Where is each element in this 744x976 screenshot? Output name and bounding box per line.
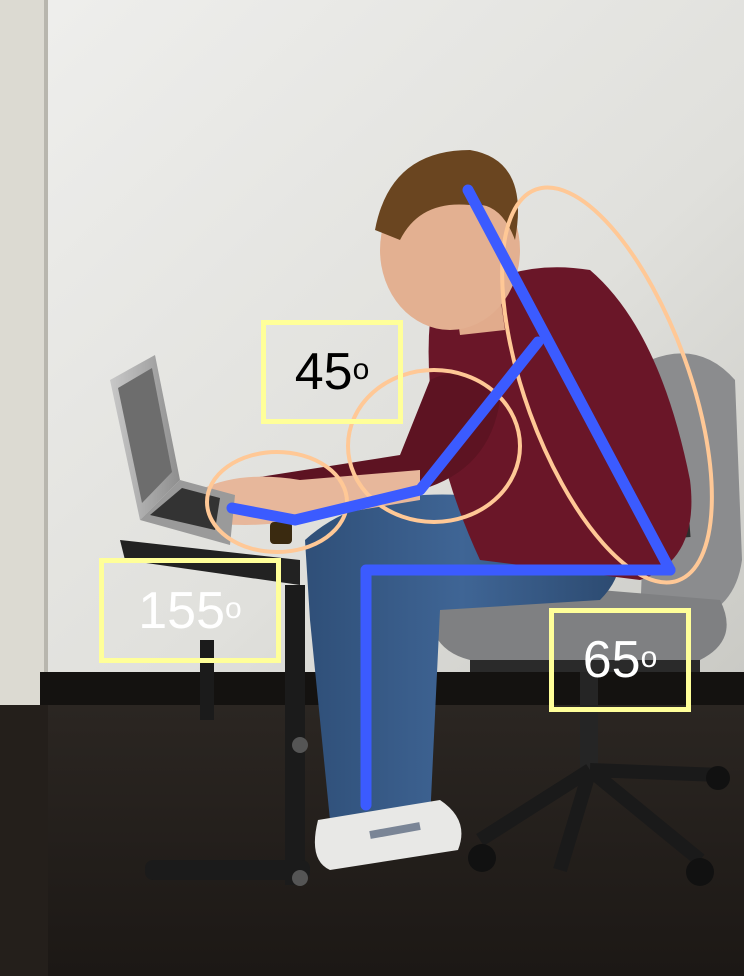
shoulder-angle-label: 45 o — [261, 320, 403, 424]
hip-angle-value: 65 — [582, 631, 641, 689]
door-frame — [0, 0, 48, 720]
highlight-ellipses — [205, 185, 714, 585]
back-line — [462, 184, 676, 576]
laptop — [110, 355, 235, 545]
hip-angle-label: 65 o — [549, 608, 691, 712]
back-highlight — [500, 185, 714, 585]
elbow-angle-label: 155 o — [99, 558, 281, 663]
thigh-shin-line — [360, 564, 676, 811]
degree-symbol: o — [640, 641, 658, 674]
arm-line — [226, 336, 544, 526]
posture-lines — [226, 184, 676, 811]
elbow-angle-value: 155 — [138, 581, 226, 640]
degree-symbol: o — [225, 591, 242, 625]
shoulder-highlight — [346, 368, 522, 524]
degree-symbol: o — [352, 353, 370, 386]
shoulder-angle-value: 45 — [294, 343, 353, 401]
